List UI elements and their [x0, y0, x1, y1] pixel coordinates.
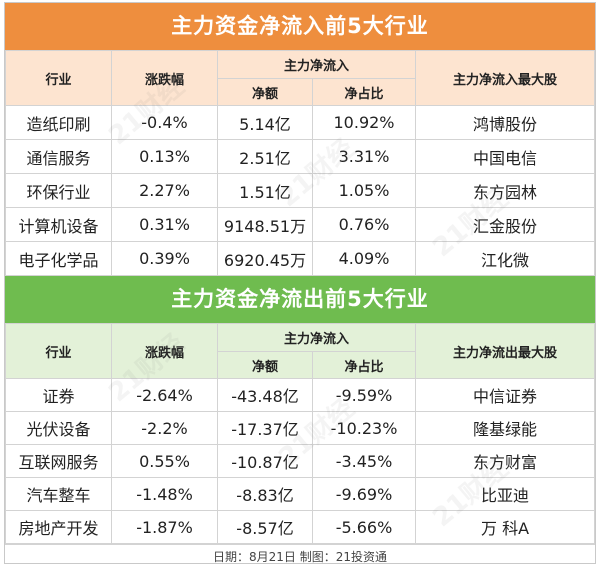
- table-row: 通信服务 0.13% 2.51亿 3.31% 中国电信: [5, 139, 595, 174]
- net-ratio-cell: 10.92%: [311, 105, 417, 140]
- table-row: 证券 -2.64% -43.48亿 -9.59% 中信证券: [5, 378, 595, 412]
- net-amount-cell: 5.14亿: [217, 105, 313, 140]
- net-ratio-cell: 4.09%: [311, 241, 417, 276]
- top-stock-cell: 中国电信: [415, 139, 595, 174]
- net-ratio-cell: 3.31%: [311, 139, 417, 174]
- table-row: 电子化学品 0.39% 6920.45万 4.09% 江化微: [5, 241, 595, 276]
- net-ratio-cell: 0.76%: [311, 207, 417, 242]
- top-stock-cell: 汇金股份: [415, 207, 595, 242]
- industry-cell: 互联网服务: [5, 444, 112, 478]
- industry-cell: 电子化学品: [5, 241, 112, 276]
- net-amount-cell: -10.87亿: [217, 444, 313, 478]
- top-stock-cell: 万 科A: [415, 510, 595, 544]
- inflow-table: 行业 涨跌幅 主力净流入 主力净流入最大股 净额 净占比 造纸印刷 -0.4% …: [5, 50, 595, 276]
- net-ratio-cell: -9.69%: [311, 477, 417, 511]
- top-stock-cell: 东方财富: [415, 444, 595, 478]
- inflow-header-net-ratio: 净占比: [311, 78, 417, 106]
- table-row: 房地产开发 -1.87% -8.57亿 -5.66% 万 科A: [5, 510, 595, 544]
- table-row: 造纸印刷 -0.4% 5.14亿 10.92% 鸿博股份: [5, 105, 595, 140]
- source-footer: 日期：8月21日 制图：21投资通: [5, 544, 595, 570]
- change-cell: -2.2%: [111, 411, 218, 445]
- change-cell: -1.48%: [111, 477, 218, 511]
- industry-cell: 证券: [5, 378, 112, 412]
- change-cell: -0.4%: [111, 105, 218, 140]
- table-row: 环保行业 2.27% 1.51亿 1.05% 东方园林: [5, 173, 595, 208]
- inflow-header-change: 涨跌幅: [111, 50, 218, 106]
- outflow-table: 行业 涨跌幅 主力净流入 主力净流出最大股 净额 净占比 证券 -2.64% -…: [5, 323, 595, 544]
- inflow-title: 主力资金净流入前5大行业: [5, 3, 595, 50]
- fund-flow-card: 主力资金净流入前5大行业 行业 涨跌幅 主力净流入 主力净流入最大股 净额 净占…: [4, 2, 596, 564]
- table-row: 光伏设备 -2.2% -17.37亿 -10.23% 隆基绿能: [5, 411, 595, 445]
- net-amount-cell: 6920.45万: [217, 241, 313, 276]
- outflow-header-industry: 行业: [5, 323, 112, 379]
- net-amount-cell: -17.37亿: [217, 411, 313, 445]
- change-cell: 0.31%: [111, 207, 218, 242]
- change-cell: -2.64%: [111, 378, 218, 412]
- change-cell: 0.13%: [111, 139, 218, 174]
- net-amount-cell: 1.51亿: [217, 173, 313, 208]
- inflow-header-top-stock: 主力净流入最大股: [415, 50, 595, 106]
- outflow-header-net-ratio: 净占比: [311, 351, 417, 379]
- industry-cell: 计算机设备: [5, 207, 112, 242]
- top-stock-cell: 鸿博股份: [415, 105, 595, 140]
- industry-cell: 房地产开发: [5, 510, 112, 544]
- top-stock-cell: 中信证券: [415, 378, 595, 412]
- net-ratio-cell: 1.05%: [311, 173, 417, 208]
- net-amount-cell: 2.51亿: [217, 139, 313, 174]
- change-cell: 0.39%: [111, 241, 218, 276]
- inflow-header-industry: 行业: [5, 50, 112, 106]
- net-amount-cell: -8.57亿: [217, 510, 313, 544]
- change-cell: 0.55%: [111, 444, 218, 478]
- outflow-header-change: 涨跌幅: [111, 323, 218, 379]
- top-stock-cell: 隆基绿能: [415, 411, 595, 445]
- outflow-header-net-amount: 净额: [217, 351, 313, 379]
- inflow-header-net-amount: 净额: [217, 78, 313, 106]
- change-cell: -1.87%: [111, 510, 218, 544]
- net-ratio-cell: -5.66%: [311, 510, 417, 544]
- industry-cell: 汽车整车: [5, 477, 112, 511]
- change-cell: 2.27%: [111, 173, 218, 208]
- industry-cell: 通信服务: [5, 139, 112, 174]
- net-ratio-cell: -9.59%: [311, 378, 417, 412]
- industry-cell: 造纸印刷: [5, 105, 112, 140]
- table-row: 计算机设备 0.31% 9148.51万 0.76% 汇金股份: [5, 207, 595, 242]
- inflow-header-net-group: 主力净流入: [216, 50, 417, 79]
- top-stock-cell: 比亚迪: [415, 477, 595, 511]
- net-amount-cell: -8.83亿: [217, 477, 313, 511]
- top-stock-cell: 江化微: [415, 241, 595, 276]
- net-amount-cell: 9148.51万: [217, 207, 313, 242]
- outflow-title: 主力资金净流出前5大行业: [5, 276, 595, 323]
- table-row: 汽车整车 -1.48% -8.83亿 -9.69% 比亚迪: [5, 477, 595, 511]
- net-ratio-cell: -10.23%: [311, 411, 417, 445]
- outflow-header-net-group: 主力净流入: [216, 323, 417, 352]
- net-amount-cell: -43.48亿: [217, 378, 313, 412]
- top-stock-cell: 东方园林: [415, 173, 595, 208]
- table-row: 互联网服务 0.55% -10.87亿 -3.45% 东方财富: [5, 444, 595, 478]
- net-ratio-cell: -3.45%: [311, 444, 417, 478]
- industry-cell: 环保行业: [5, 173, 112, 208]
- industry-cell: 光伏设备: [5, 411, 112, 445]
- outflow-header-top-stock: 主力净流出最大股: [415, 323, 595, 379]
